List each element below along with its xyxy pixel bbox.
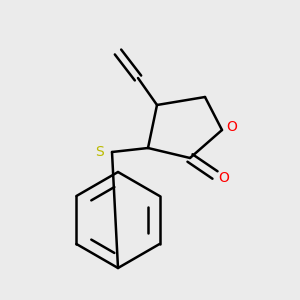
Text: S: S: [96, 145, 104, 159]
Text: O: O: [219, 171, 230, 185]
Text: O: O: [226, 120, 237, 134]
